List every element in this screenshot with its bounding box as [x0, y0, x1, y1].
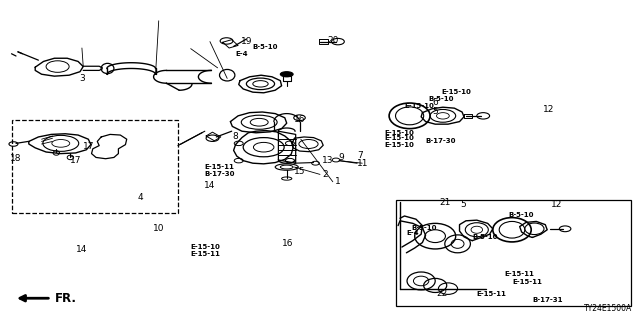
- Text: 8: 8: [233, 132, 238, 141]
- Text: 6: 6: [433, 98, 438, 107]
- Text: 17: 17: [83, 142, 94, 151]
- Text: 1: 1: [335, 177, 340, 186]
- Text: B-5-10: B-5-10: [509, 212, 534, 218]
- Text: E-4: E-4: [236, 51, 248, 57]
- Text: 15: 15: [294, 167, 305, 176]
- Text: 20: 20: [327, 36, 339, 45]
- Text: B-5-10: B-5-10: [472, 234, 498, 240]
- Text: 14: 14: [204, 181, 216, 190]
- Bar: [396, 200, 631, 306]
- Text: 4: 4: [138, 193, 143, 202]
- Text: 14: 14: [76, 245, 88, 254]
- Text: 10: 10: [153, 224, 164, 233]
- Text: 12: 12: [543, 105, 555, 114]
- Text: E-15-10
E-15-11: E-15-10 E-15-11: [191, 244, 221, 257]
- Text: E-15-11: E-15-11: [504, 271, 534, 276]
- Text: 16: 16: [282, 239, 294, 248]
- Text: E-15-11: E-15-11: [477, 291, 507, 297]
- Text: B-17-30: B-17-30: [426, 139, 456, 144]
- Text: B-5-10: B-5-10: [412, 225, 437, 231]
- Ellipse shape: [280, 72, 293, 77]
- Text: E-15-10: E-15-10: [384, 135, 414, 141]
- Text: 5: 5: [433, 108, 438, 116]
- Text: 22: 22: [436, 289, 447, 298]
- Text: E-15-10: E-15-10: [384, 142, 414, 148]
- Text: 12: 12: [551, 200, 563, 209]
- Text: E-15-10: E-15-10: [442, 89, 472, 95]
- Text: B-17-31: B-17-31: [532, 297, 563, 303]
- Text: 13: 13: [322, 156, 333, 165]
- Text: B-5-10: B-5-10: [253, 44, 278, 50]
- Bar: [12, 120, 178, 213]
- Text: 11: 11: [356, 159, 368, 168]
- Text: 18: 18: [10, 154, 22, 163]
- Text: 7: 7: [357, 151, 362, 160]
- Text: 16: 16: [294, 115, 305, 124]
- Text: TY24E1500A: TY24E1500A: [584, 304, 632, 313]
- Text: E-15-10: E-15-10: [404, 103, 435, 109]
- Text: 2: 2: [323, 170, 328, 179]
- Text: B-5-10: B-5-10: [429, 96, 454, 101]
- Text: 21: 21: [439, 198, 451, 207]
- Text: E-4: E-4: [406, 230, 419, 236]
- Text: 19: 19: [241, 37, 252, 46]
- Text: E-15-10: E-15-10: [384, 130, 414, 136]
- Text: E-15-11
B-17-30: E-15-11 B-17-30: [205, 164, 236, 177]
- Text: FR.: FR.: [54, 292, 76, 305]
- Text: 5: 5: [461, 200, 466, 209]
- Text: 17: 17: [70, 156, 81, 165]
- Text: E-15-11: E-15-11: [512, 279, 542, 285]
- Text: 3: 3: [79, 74, 84, 83]
- Text: 9: 9: [339, 153, 344, 162]
